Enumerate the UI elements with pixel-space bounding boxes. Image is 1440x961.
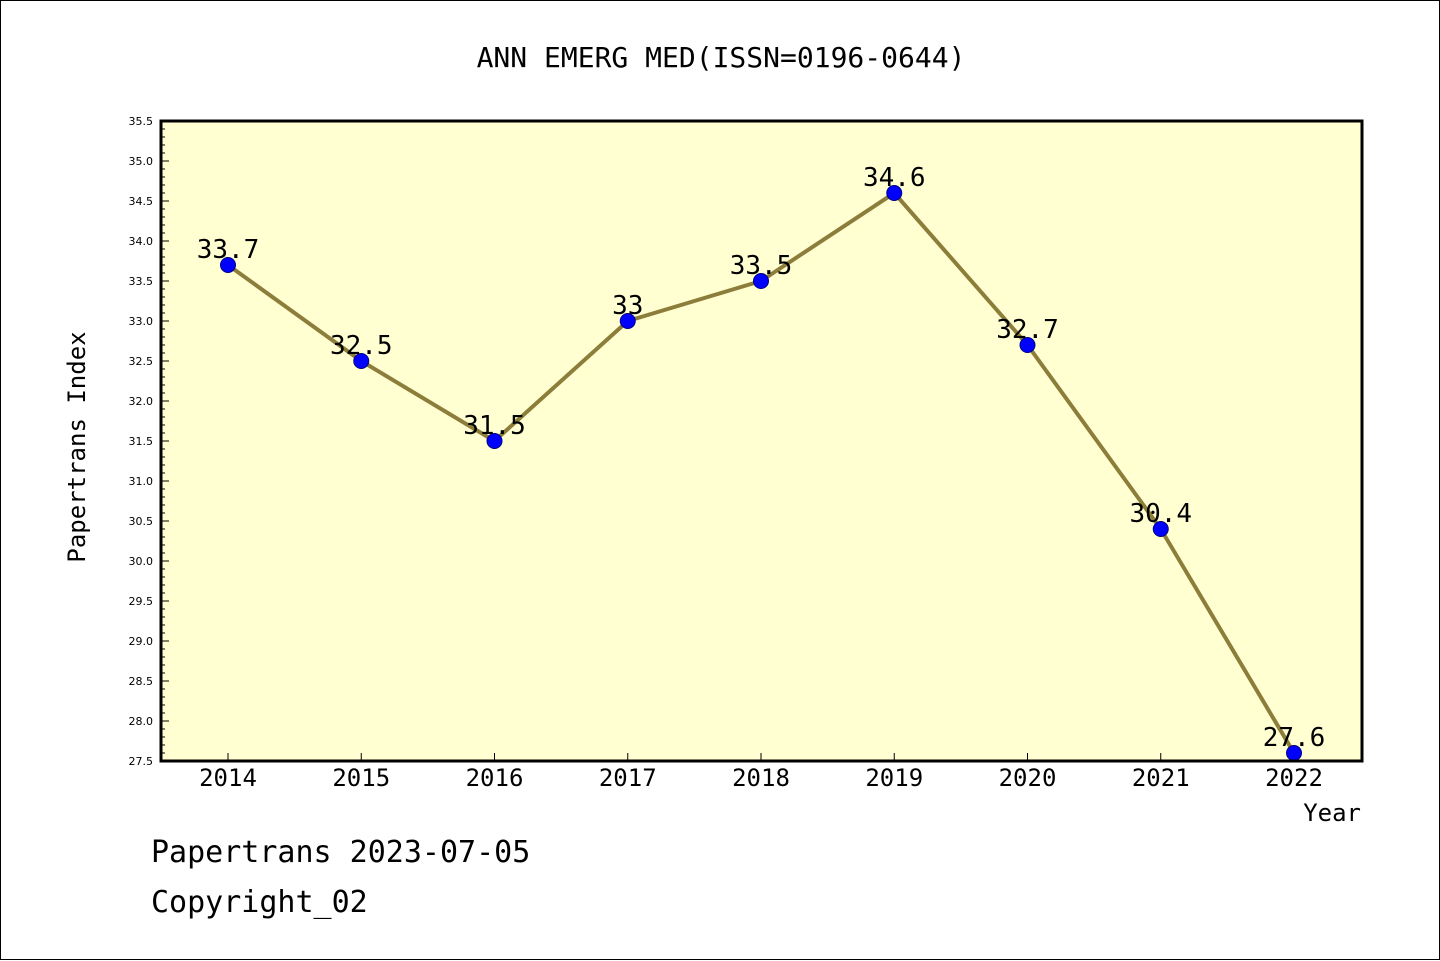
- data-labels: 33.7 32.5 31.5 33 33.5 34.6 32.7 30.4 27.6: [197, 163, 1326, 753]
- footer-copyright: Copyright_02: [151, 885, 368, 920]
- x-tick-label: 2021: [1132, 764, 1190, 792]
- x-tick-label: 2022: [1265, 764, 1323, 792]
- data-point: [1152, 521, 1169, 537]
- y-tick-label: 34.5: [129, 195, 154, 208]
- data-label: 33.5: [730, 251, 793, 281]
- footer-date: Papertrans 2023-07-05: [151, 835, 531, 870]
- x-tick-label: 2020: [999, 764, 1057, 792]
- data-label: 33.7: [197, 235, 260, 265]
- data-point: [619, 313, 636, 329]
- x-tick-label: 2017: [599, 764, 657, 792]
- data-point: [486, 433, 503, 449]
- data-label: 31.5: [463, 411, 526, 441]
- y-tick-label: 29.5: [129, 595, 154, 608]
- y-tick-label: 31.5: [129, 435, 154, 448]
- y-tick-label: 34.0: [129, 235, 154, 248]
- x-tick-label: 2014: [199, 764, 257, 792]
- y-tick-label: 27.5: [129, 755, 154, 768]
- data-label: 30.4: [1129, 499, 1192, 529]
- data-label: 27.6: [1263, 723, 1326, 753]
- y-tick-label: 28.5: [129, 675, 154, 688]
- x-axis: 2014 2015 2016 2017 2018 2019 2020 2021 2022: [199, 753, 1323, 792]
- chart-title: ANN EMERG MED(ISSN=0196-0644): [477, 41, 966, 74]
- y-tick-label: 30.0: [129, 555, 154, 568]
- y-tick-label: 32.5: [129, 355, 154, 368]
- y-tick-label: 32.0: [129, 395, 154, 408]
- x-axis-label: Year: [1303, 799, 1361, 827]
- data-label: 33: [612, 291, 643, 321]
- y-tick-label: 28.0: [129, 715, 154, 728]
- y-axis-label: Papertrans Index: [63, 331, 91, 562]
- y-tick-label: 33.0: [129, 315, 154, 328]
- plot-area: [161, 121, 1362, 761]
- y-axis: 27.5 28.0 28.5 29.0 29.5 30.0 30.5 31.0 31.5 32.0…: [129, 115, 169, 768]
- data-point: [886, 185, 903, 201]
- data-point: [753, 273, 769, 289]
- data-markers: [220, 185, 1302, 761]
- data-point: [220, 257, 236, 273]
- y-tick-label: 35.0: [129, 155, 154, 168]
- data-label: 32.5: [330, 331, 393, 361]
- plot-border: [159, 119, 1364, 763]
- x-tick-label: 2019: [865, 764, 923, 792]
- data-label: 34.6: [863, 163, 926, 193]
- data-point: [353, 353, 370, 369]
- y-tick-label: 30.5: [129, 515, 154, 528]
- data-label: 32.7: [996, 315, 1059, 345]
- y-tick-label: 31.0: [129, 475, 154, 488]
- data-point: [1019, 337, 1036, 353]
- x-tick-label: 2015: [332, 764, 390, 792]
- x-tick-label: 2016: [466, 764, 524, 792]
- x-tick-label: 2018: [732, 764, 790, 792]
- y-tick-label: 29.0: [129, 635, 154, 648]
- y-tick-label: 35.5: [129, 115, 154, 128]
- y-tick-label: 33.5: [129, 275, 154, 288]
